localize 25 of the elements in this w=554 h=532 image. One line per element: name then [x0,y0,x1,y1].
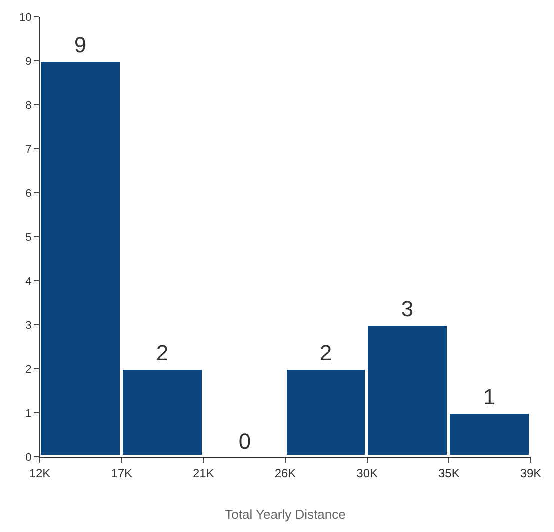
data-label: 3 [401,296,414,322]
data-label: 2 [156,340,169,366]
y-tick-label: 1 [26,408,32,420]
x-tick-label: 17K [111,466,133,480]
data-label: 2 [320,340,332,366]
x-tick-label: 30K [356,466,378,480]
y-tick-label: 5 [26,232,32,244]
y-tick-label: 3 [26,320,32,332]
y-tick-label: 10 [20,12,32,24]
y-tick-label: 6 [26,188,32,200]
y-tick-label: 2 [26,364,32,376]
data-label: 1 [483,384,496,410]
data-label: 0 [238,429,252,454]
x-tick-label: 35K [438,466,460,480]
x-tick-label: 21K [192,466,214,480]
y-tick-label: 7 [26,144,32,156]
x-tick-label: 39K [520,466,542,480]
x-tick-label: 12K [29,466,51,480]
x-axis-title: Total Yearly Distance [225,507,346,522]
data-label: 9 [74,32,87,58]
y-tick-label: 9 [26,56,32,68]
y-tick-label: 8 [26,100,32,112]
x-tick-label: 26K [274,466,296,480]
y-tick-label: 4 [26,276,32,288]
y-tick-label: 0 [26,452,32,464]
